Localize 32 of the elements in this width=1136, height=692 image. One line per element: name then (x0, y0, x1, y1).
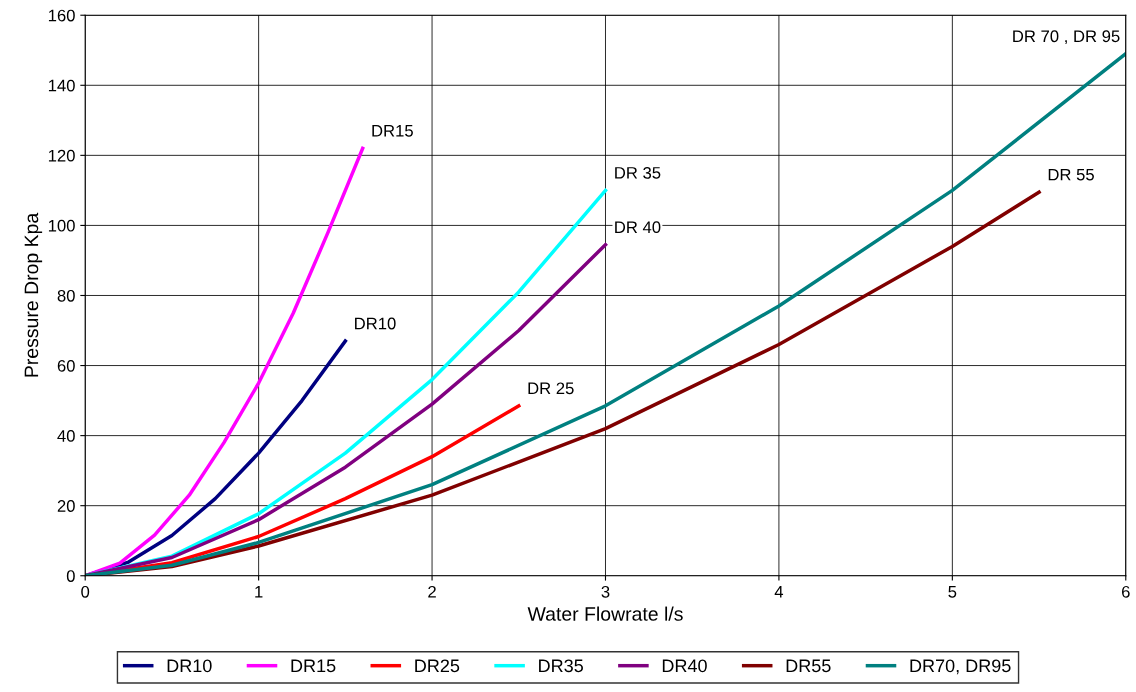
legend-label: DR15 (291, 659, 336, 673)
x-tick-label: 1 (255, 586, 263, 598)
x-tick-label: 5 (948, 586, 957, 598)
legend-label: DR25 (415, 659, 460, 673)
x-tick-label: 6 (1121, 585, 1130, 598)
y-tick-label: 100 (48, 219, 75, 232)
x-tick-label: 2 (428, 585, 436, 598)
legend-label: DR55 (786, 659, 831, 673)
legend-label: DR70, DR95 (910, 659, 1011, 675)
y-axis-title: Pressure Drop Kpa (24, 212, 43, 377)
y-tick-label: 140 (48, 79, 75, 92)
y-tick-label: 60 (57, 359, 75, 372)
annotation: DR10 (355, 317, 396, 330)
annotation: DR 40 (615, 221, 661, 234)
y-tick-label: 20 (57, 500, 75, 512)
y-tick-label: 40 (57, 430, 75, 442)
x-tick-label: 3 (601, 585, 610, 598)
legend-label: DR35 (539, 659, 583, 673)
legend-label: DR40 (662, 659, 707, 673)
annotation: DR 70 , DR 95 (1013, 30, 1120, 45)
x-tick-label: 4 (774, 586, 784, 598)
legend-label: DR10 (167, 659, 212, 673)
annotation: DR15 (372, 125, 413, 137)
annotation: DR 25 (528, 382, 574, 395)
y-tick-label: 120 (48, 149, 75, 162)
x-tick-label: 0 (81, 585, 90, 598)
y-tick-label: 160 (48, 9, 75, 22)
y-tick-label: 80 (57, 289, 75, 302)
y-tick-label: 0 (66, 570, 75, 582)
annotation: DR 55 (1048, 168, 1094, 181)
x-axis-title: Water Flowrate l/s (527, 606, 683, 621)
annotation: DR 35 (615, 166, 661, 179)
